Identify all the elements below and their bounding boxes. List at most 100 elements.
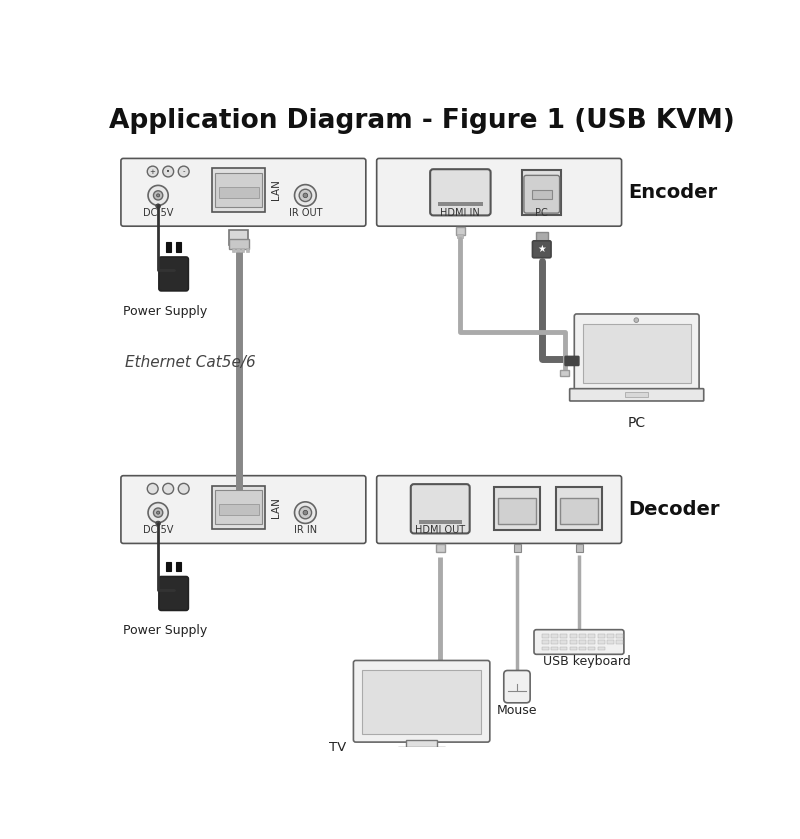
Bar (498, 498, 535, 524)
Text: Decoder: Decoder (629, 500, 720, 519)
Text: HDMI OUT: HDMI OUT (415, 525, 466, 535)
Text: Mouse: Mouse (497, 704, 538, 717)
Bar (576, 545, 583, 552)
FancyBboxPatch shape (533, 241, 551, 258)
Bar (570, 634, 577, 638)
Text: PC: PC (535, 208, 548, 217)
Text: Power Supply: Power Supply (123, 305, 207, 318)
FancyBboxPatch shape (159, 576, 188, 611)
Circle shape (156, 204, 161, 208)
Circle shape (147, 166, 158, 177)
Bar (625, 392, 648, 397)
Bar (398, 748, 445, 752)
Bar (579, 640, 586, 644)
Text: DC 5V: DC 5V (143, 525, 174, 535)
Circle shape (154, 190, 162, 200)
Circle shape (147, 483, 158, 494)
Bar (218, 504, 259, 515)
Bar (616, 640, 623, 644)
Text: PC: PC (627, 415, 646, 430)
Text: Encoder: Encoder (629, 183, 718, 202)
Bar (362, 670, 482, 733)
Text: ★: ★ (538, 243, 546, 253)
Bar (246, 508, 249, 511)
Bar (230, 489, 248, 505)
Bar (229, 498, 249, 508)
Text: +: + (150, 169, 156, 175)
Circle shape (148, 185, 168, 206)
Bar (579, 634, 586, 638)
FancyBboxPatch shape (534, 630, 624, 654)
Bar (246, 248, 249, 252)
Bar (438, 202, 483, 206)
FancyBboxPatch shape (574, 314, 699, 392)
Circle shape (294, 185, 316, 206)
Circle shape (294, 502, 316, 524)
Bar (598, 634, 605, 638)
Bar (616, 634, 623, 638)
Bar (583, 324, 690, 383)
Circle shape (148, 503, 168, 523)
Text: TV: TV (330, 741, 346, 754)
Bar (588, 647, 595, 650)
Circle shape (162, 483, 174, 494)
Bar (556, 487, 602, 530)
Bar (166, 562, 171, 571)
Circle shape (157, 194, 160, 197)
Circle shape (178, 483, 189, 494)
Bar (176, 562, 182, 571)
FancyBboxPatch shape (570, 388, 704, 401)
Text: DC 5V: DC 5V (143, 208, 174, 217)
Bar (230, 230, 248, 246)
Bar (559, 370, 569, 377)
Bar (570, 640, 577, 644)
Circle shape (178, 166, 189, 177)
Bar (418, 520, 462, 524)
Circle shape (303, 193, 308, 198)
FancyBboxPatch shape (377, 159, 622, 227)
Text: Power Supply: Power Supply (123, 624, 207, 638)
Circle shape (303, 510, 308, 515)
FancyBboxPatch shape (524, 175, 559, 213)
Bar (532, 190, 552, 199)
Circle shape (634, 318, 638, 322)
Bar (579, 647, 586, 650)
Bar (237, 508, 239, 511)
Bar (241, 248, 244, 252)
Bar (542, 647, 549, 650)
Bar (588, 640, 595, 644)
Bar (542, 640, 549, 644)
Bar (551, 647, 558, 650)
Bar (588, 634, 595, 638)
Bar (456, 227, 465, 235)
Bar (215, 173, 262, 207)
Bar (560, 647, 567, 650)
Bar (458, 234, 463, 237)
Bar (232, 508, 235, 511)
Circle shape (154, 508, 162, 518)
Bar (232, 248, 235, 252)
Bar (212, 169, 265, 211)
FancyBboxPatch shape (121, 159, 366, 227)
Text: LAN: LAN (271, 497, 282, 518)
Bar (494, 487, 540, 530)
FancyBboxPatch shape (159, 257, 188, 291)
Bar (607, 640, 614, 644)
Bar (598, 647, 605, 650)
Bar (570, 647, 577, 650)
Bar (435, 545, 445, 552)
FancyBboxPatch shape (354, 660, 490, 742)
Circle shape (157, 511, 160, 514)
Bar (598, 640, 605, 644)
Circle shape (299, 507, 311, 519)
FancyBboxPatch shape (121, 476, 366, 544)
FancyBboxPatch shape (430, 169, 490, 216)
Bar (560, 640, 567, 644)
Bar (514, 545, 521, 552)
FancyBboxPatch shape (377, 476, 622, 544)
FancyBboxPatch shape (504, 670, 530, 703)
Bar (406, 740, 437, 751)
Text: Ethernet Cat5e/6: Ethernet Cat5e/6 (125, 355, 255, 370)
Bar (542, 634, 549, 638)
Text: IR IN: IR IN (294, 525, 317, 535)
